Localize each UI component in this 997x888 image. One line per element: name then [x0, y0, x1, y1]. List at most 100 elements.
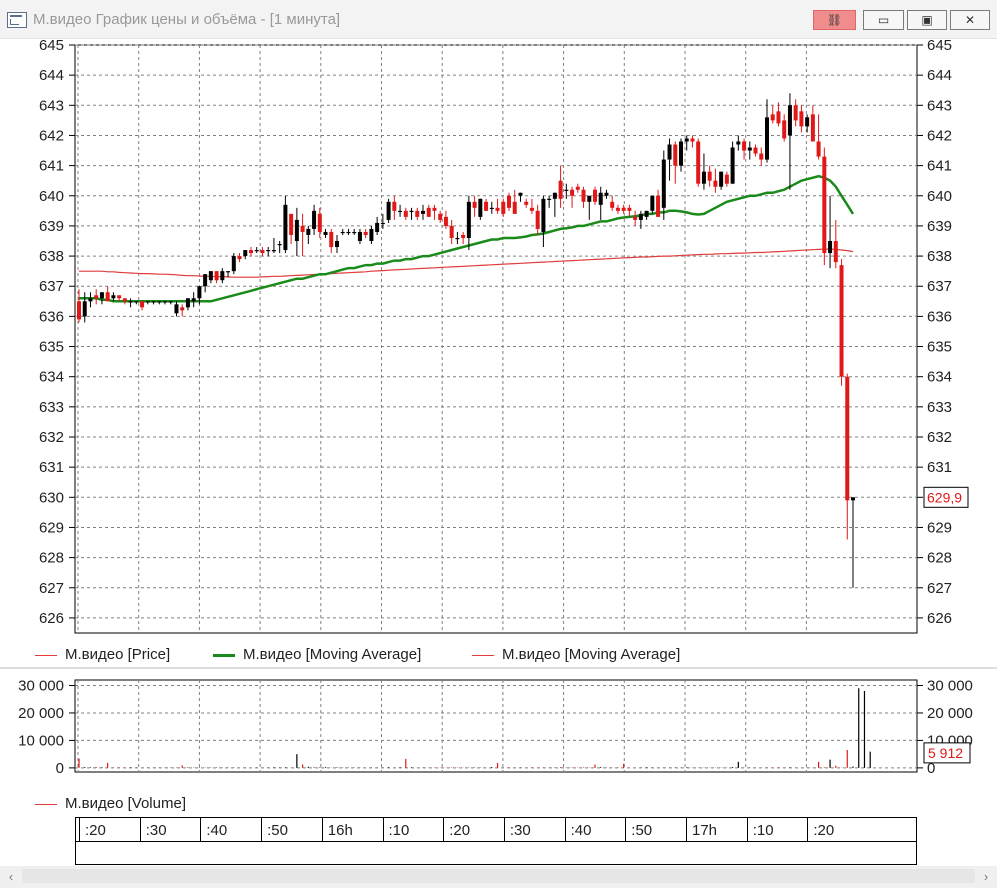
candle-body	[174, 304, 179, 314]
price-plot-area	[74, 44, 918, 634]
price-chart[interactable]: 626 627 628 629 630 631 632 633 634 635 636 637 638 6…	[0, 38, 997, 678]
legend-label-ma-fast: М.видео [Moving Average]	[243, 646, 422, 663]
candle-body	[409, 210, 414, 213]
scroll-left-icon[interactable]: ‹	[8, 869, 14, 884]
legend-swatch-ma-slow	[472, 655, 494, 656]
candle-body	[793, 105, 798, 121]
candle-body	[472, 201, 477, 208]
time-axis-label: :40	[570, 822, 592, 839]
price-y-tick-label-left: 631	[39, 459, 64, 476]
candle-body	[507, 195, 511, 208]
window-titlebar: М.видео График цены и объёма - [1 минута…	[0, 0, 997, 39]
time-axis-tick	[79, 818, 80, 841]
candle-body	[495, 207, 500, 211]
candle-body	[151, 301, 156, 303]
link-button[interactable]: ⛓	[813, 10, 856, 30]
candle-body	[380, 222, 385, 225]
horizontal-scrollbar[interactable]: ‹ ›	[0, 866, 997, 888]
candle-body	[312, 210, 317, 229]
candle-body	[535, 210, 540, 229]
candle-body	[208, 271, 213, 281]
price-y-tick-label-right: 639	[927, 218, 952, 235]
price-y-tick-label-left: 633	[39, 399, 64, 416]
scrollbar-track[interactable]	[22, 869, 975, 883]
candle-body	[271, 250, 276, 252]
candle-body	[346, 231, 351, 234]
candle-body	[621, 207, 626, 211]
price-y-tick-label-left: 642	[39, 127, 64, 144]
candle-body	[604, 192, 609, 196]
time-axis-tick	[686, 818, 687, 841]
candle-body	[484, 201, 489, 211]
close-icon: ✕	[964, 13, 976, 27]
candle-body	[587, 195, 592, 202]
candle-body	[650, 195, 655, 211]
candle-body	[231, 256, 236, 272]
candle-body	[816, 141, 821, 157]
candle-body	[134, 301, 139, 303]
candle-body	[455, 237, 460, 240]
candle-body	[724, 174, 729, 184]
restore-icon: ▣	[921, 13, 933, 27]
price-legend: М.видео [Price] М.видео [Moving Average]…	[35, 646, 935, 666]
candle-body	[713, 180, 718, 187]
candle-body	[375, 222, 380, 232]
candle-body	[753, 147, 758, 154]
current-price-box	[923, 486, 969, 508]
minimize-button[interactable]: ▭	[863, 10, 904, 30]
candle-body	[667, 144, 672, 160]
candle-body	[638, 213, 643, 220]
price-y-tick-label-right: 638	[927, 248, 952, 265]
candle-body	[249, 250, 253, 254]
time-axis-label: 16h	[327, 822, 353, 839]
time-axis-label: :20	[449, 822, 471, 839]
price-y-tick-label-left: 635	[39, 339, 64, 356]
volume-y-tick-label-left: 30 000	[18, 677, 64, 694]
candle-body	[810, 114, 815, 142]
candle-body	[329, 231, 334, 248]
candle-body	[851, 497, 855, 501]
candle-body	[432, 207, 437, 211]
candle-body	[552, 192, 557, 199]
time-axis-tick	[382, 818, 384, 841]
price-y-tick-label-left: 640	[39, 188, 64, 205]
candle-body	[426, 207, 431, 217]
price-y-tick-label-left: 638	[39, 248, 64, 265]
scroll-right-icon[interactable]: ›	[983, 869, 989, 884]
candle-body	[335, 241, 339, 248]
candle-body	[403, 210, 408, 217]
candle-body	[593, 189, 597, 202]
moving-average-slow-line	[79, 248, 854, 278]
restore-button[interactable]: ▣	[907, 10, 947, 30]
candle-body	[203, 274, 208, 287]
price-y-tick-label-right: 640	[927, 188, 952, 205]
price-y-tick-label-left: 643	[39, 97, 64, 114]
candle-body	[415, 210, 420, 217]
candle-body	[77, 301, 81, 320]
candle-body	[277, 244, 282, 246]
time-axis-label: :50	[267, 822, 288, 839]
price-y-tick-label-right: 632	[927, 429, 952, 446]
candle-body	[82, 301, 87, 317]
candle-body	[191, 298, 196, 302]
price-y-tick-label-right: 635	[927, 339, 952, 356]
close-button[interactable]: ✕	[950, 10, 990, 30]
price-y-tick-label-left: 626	[39, 610, 64, 627]
volume-y-tick-label-left: 10 000	[18, 732, 64, 749]
current-volume-box	[923, 742, 971, 764]
volume-y-tick-label-left: 0	[56, 760, 64, 777]
time-axis-tick	[200, 818, 202, 841]
candle-body	[558, 180, 563, 199]
candle-body	[736, 141, 741, 145]
candle-body	[317, 213, 322, 232]
price-y-tick-label-left: 634	[39, 369, 64, 386]
candle-body	[461, 234, 466, 238]
candle-body	[707, 171, 712, 181]
candle-body	[357, 231, 362, 241]
time-axis-label: :10	[752, 822, 774, 839]
candle-body	[633, 216, 638, 220]
time-axis-divider	[76, 841, 916, 842]
time-axis-label: :10	[388, 822, 410, 839]
candle-body	[828, 241, 833, 254]
